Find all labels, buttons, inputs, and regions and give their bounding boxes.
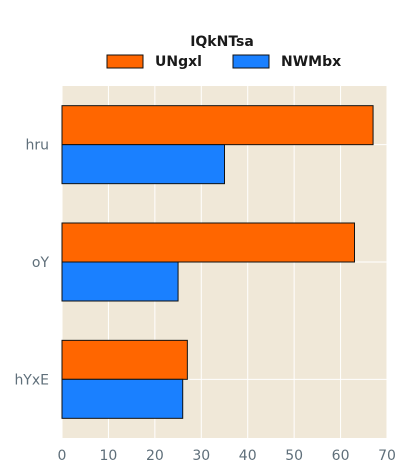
y-tick-label: oY: [32, 255, 50, 271]
legend-title: IQkNTsa: [190, 34, 254, 50]
y-tick-label: hYxE: [14, 372, 49, 388]
legend-label-nwmbx: NWMbx: [281, 54, 341, 70]
y-tick-label: hru: [25, 138, 49, 154]
legend-swatch-ungxl: [106, 54, 144, 69]
x-tick-label: 30: [192, 448, 210, 464]
x-tick-label: 70: [378, 448, 396, 464]
legend: IQkNTsa UNgxl NWMbx: [106, 34, 341, 70]
axis-layer: 0 10 20 30 40 50 60 70 hru oY hYxE: [14, 138, 395, 464]
x-tick-label: 60: [332, 448, 350, 464]
legend-label-ungxl: UNgxl: [155, 54, 202, 70]
bar-nwmbx-hru: [61, 144, 225, 185]
x-tick-label: 20: [146, 448, 164, 464]
legend-swatch-nwmbx: [232, 54, 270, 69]
x-tick-label: 50: [285, 448, 303, 464]
x-tick-label: 40: [239, 448, 257, 464]
x-tick-label: 10: [100, 448, 118, 464]
bars-layer: [61, 105, 374, 419]
bar-ungxl-hru: [61, 105, 374, 146]
bar-nwmbx-oy: [61, 261, 179, 302]
bar-ungxl-hyxe: [61, 339, 188, 380]
bar-nwmbx-hyxe: [61, 378, 184, 419]
bar-ungxl-oy: [61, 222, 355, 263]
x-tick-label: 0: [58, 448, 67, 464]
